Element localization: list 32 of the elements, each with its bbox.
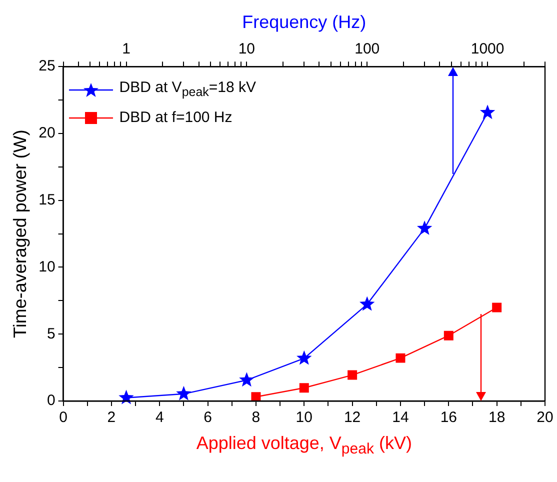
point [396, 353, 406, 363]
point [251, 392, 261, 401]
y-tick-label: 0 [46, 392, 56, 410]
y-tick-label: 10 [38, 258, 56, 276]
x2-axis-title: Frequency (Hz) [242, 12, 366, 32]
y-tick-label: 15 [38, 192, 56, 208]
x2-tick-label: 1000 [470, 40, 504, 58]
point [299, 383, 309, 393]
x-tick-label: 18 [488, 409, 506, 426]
x-tick-label: 16 [440, 409, 457, 426]
x2-tick-label: 100 [354, 40, 380, 58]
y-tick-label: 25 [38, 58, 56, 75]
legend-label: DBD at f=100 Hz [119, 108, 232, 128]
x-axis-title: Applied voltage, V$_{peak}$ (kV) [195, 433, 413, 458]
legend-label: DBD at V$_{peak}$=18 kV [119, 78, 256, 101]
x-tick-label: 4 [155, 409, 164, 426]
x-tick-label: 6 [204, 409, 212, 426]
x-tick-label: 12 [344, 409, 361, 426]
x2-tick-label: 10 [238, 40, 256, 58]
x-tick-label: 20 [536, 409, 554, 426]
x2-tick-label: 1 [122, 40, 130, 58]
point [444, 330, 454, 340]
y-tick-label: 20 [38, 124, 56, 142]
x-tick-label: 14 [392, 409, 409, 426]
y-tick-label: 5 [46, 325, 56, 342]
x-tick-label: 2 [107, 409, 116, 426]
x-tick-label: 10 [296, 409, 312, 426]
x-tick-label: 8 [252, 409, 260, 426]
x-tick-label: 0 [59, 409, 68, 426]
point [492, 302, 502, 312]
y-axis-title: Time-averaged power (W) [10, 130, 30, 338]
point [348, 370, 358, 380]
